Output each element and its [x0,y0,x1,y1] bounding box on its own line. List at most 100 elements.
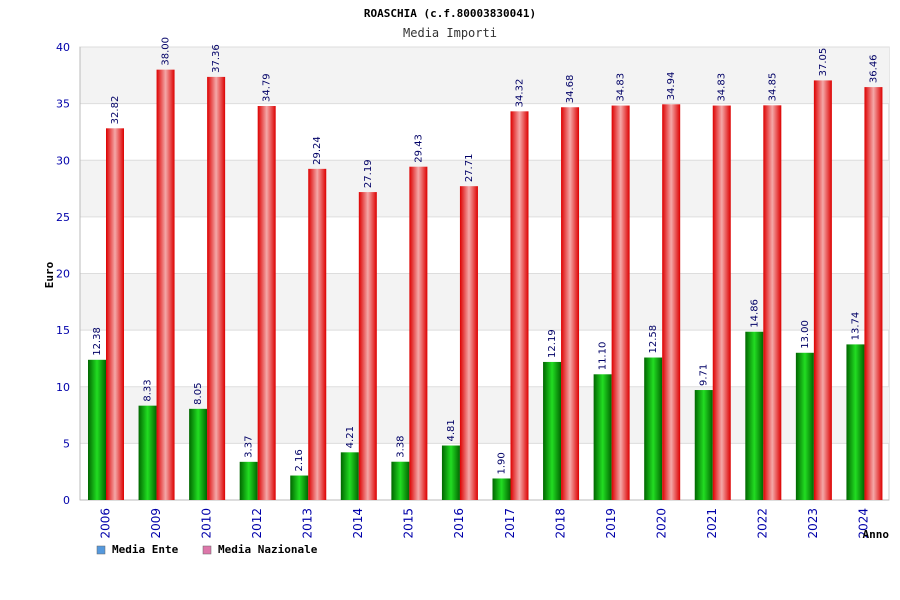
bar-media-nazionale [864,87,883,500]
bar-media-ente [290,475,309,500]
x-tick-label: 2006 [98,508,112,539]
bar-media-ente [795,352,814,500]
data-label: 13.74 [850,312,861,341]
data-label: 11.10 [598,342,609,371]
x-tick-label: 2020 [654,508,668,539]
x-tick-label: 2024 [857,508,871,539]
bar-media-nazionale [156,69,175,501]
y-tick-label: 10 [56,381,70,394]
y-tick-label: 25 [56,211,70,224]
bar-media-ente [138,405,157,500]
x-tick-label: 2015 [402,508,416,539]
data-label: 12.38 [92,327,103,356]
bars [88,69,883,501]
y-tick-label: 15 [56,324,70,337]
legend-swatch [202,545,212,555]
bar-media-ente [644,357,663,500]
y-axis-ticks: 0 5 10 15 20 25 30 35 40 [56,41,70,507]
x-tick-label: 2009 [149,508,163,539]
data-label: 34.94 [666,72,677,101]
bar-media-nazionale [257,106,276,501]
bar-media-ente [593,374,612,500]
y-tick-label: 35 [56,98,70,111]
data-label: 29.43 [413,134,424,163]
data-label: 34.68 [565,75,576,104]
y-tick-label: 20 [56,268,70,281]
data-label: 2.16 [294,449,305,471]
x-tick-label: 2013 [301,508,315,539]
y-tick-label: 40 [56,41,70,54]
y-tick-label: 5 [63,437,70,450]
data-label: 34.83 [616,73,627,102]
data-label: 34.79 [262,73,273,102]
x-tick-label: 2012 [250,508,264,539]
chart-title: ROASCHIA (c.f.80003830041) [364,7,536,20]
bar-media-ente [492,478,511,500]
data-label: 13.00 [800,320,811,349]
bar-media-ente [391,461,410,500]
bar-media-ente [441,445,460,500]
data-label: 8.05 [193,383,204,405]
y-tick-label: 0 [63,494,70,507]
data-label: 4.21 [345,426,356,448]
data-label: 27.71 [464,154,475,183]
data-label: 29.24 [312,136,323,165]
bar-media-nazionale [207,76,226,500]
data-label: 27.19 [363,159,374,188]
x-tick-label: 2014 [351,508,365,539]
y-axis-label: Euro [43,261,56,288]
data-label: 37.05 [818,48,829,77]
bar-media-ente [745,331,764,500]
x-tick-label: 2021 [705,508,719,539]
y-tick-label: 30 [56,154,70,167]
data-label: 34.32 [515,79,526,108]
x-tick-label: 2010 [199,508,213,539]
x-tick-label: 2017 [503,508,517,539]
bar-media-ente [340,452,359,500]
x-axis-label: Anno [863,528,890,541]
data-label: 32.82 [110,96,121,125]
x-axis-ticks: 2006 2009 2010 2012 2013 2014 2015 2016 2017 2018… [98,508,870,539]
data-label: 12.19 [547,329,558,358]
chart-subtitle: Media Importi [403,26,497,40]
x-tick-label: 2018 [553,508,567,539]
bar-media-nazionale [712,105,731,501]
bar-media-ente [846,344,865,500]
x-tick-label: 2022 [756,508,770,539]
legend-label: Media Nazionale [218,543,318,556]
bar-media-ente [239,461,258,500]
data-label: 34.85 [767,73,778,102]
bar-media-ente [694,390,713,500]
data-label: 1.90 [497,452,508,474]
data-label: 4.81 [446,419,457,441]
data-label: 8.33 [143,379,154,401]
data-label: 3.37 [244,436,255,458]
x-tick-label: 2016 [452,508,466,539]
legend-label: Media Ente [112,543,179,556]
data-label: 14.86 [749,299,760,328]
data-label: 38.00 [161,37,172,66]
bar-media-ente [88,359,106,500]
bar-media-nazionale [358,192,377,501]
data-label: 36.46 [868,54,879,83]
legend: Media Ente Media Nazionale [96,543,318,556]
bar-media-nazionale [308,168,327,500]
bar-media-nazionale [409,166,428,500]
bar-media-nazionale [763,105,782,500]
x-tick-label: 2023 [806,508,820,539]
bar-media-nazionale [611,105,630,501]
data-label: 34.83 [717,73,728,102]
x-tick-label: 2019 [604,508,618,539]
data-label: 37.36 [211,44,222,73]
legend-swatch [96,545,106,555]
data-label: 3.38 [395,435,406,457]
data-labels: 12.38 32.82 8.33 38.00 8.05 37.36 3.37 34.79 2.1… [92,37,879,474]
bar-media-ente [189,408,208,500]
bar-media-nazionale [510,111,529,501]
bar-media-nazionale [459,186,478,500]
bar-media-nazionale [813,80,832,500]
bar-media-nazionale [561,107,580,501]
data-label: 12.58 [648,325,659,354]
data-label: 9.71 [699,364,710,386]
